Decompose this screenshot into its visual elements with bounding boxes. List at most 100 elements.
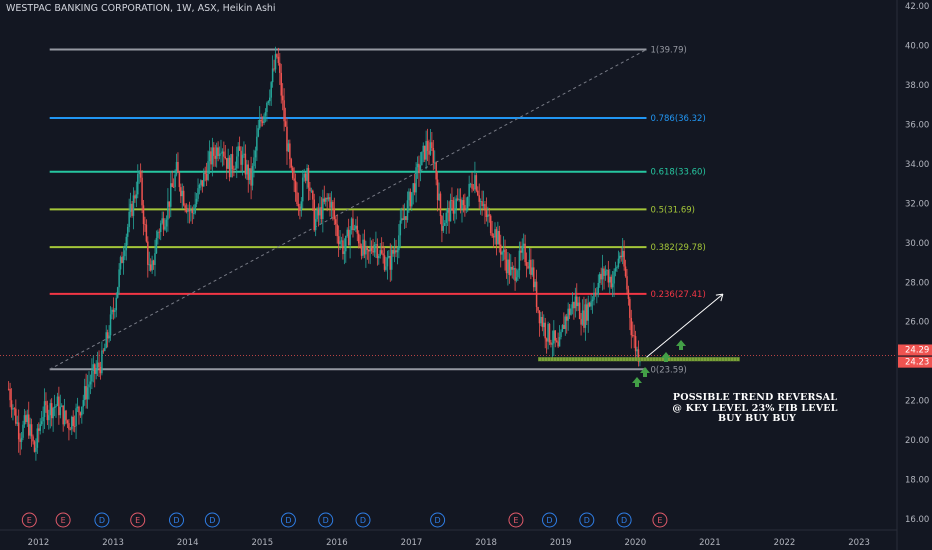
candle-body [591,299,594,302]
event-label: D [360,516,366,525]
candle-body [557,341,559,347]
candle-body [105,332,107,348]
candle-body [583,310,585,328]
candle-body [355,225,357,229]
candle-body [177,161,179,173]
candle-body [629,298,631,318]
candle-body [448,207,450,222]
candle-body [270,82,272,98]
year-tick-label: 2020 [624,538,646,548]
candle-body [253,157,255,167]
candle-body [155,237,158,254]
price-tick-label: 16.00 [905,515,929,525]
event-label: D [584,516,590,525]
candle-body [568,308,571,315]
candle-body [623,250,625,267]
candle-body [528,259,531,269]
candle-body [300,201,303,211]
chart-title: WESTPAC BANKING CORPORATION, 1W, ASX, He… [6,3,276,14]
candle-body [481,201,483,206]
candle-body [98,362,100,367]
candle-body [180,187,182,197]
candle-body [111,309,113,315]
candle-body [162,218,165,230]
candle-body [149,264,152,271]
candle-body [538,310,541,324]
candle-body [271,68,274,83]
candle-body [171,183,173,187]
candle-body [343,251,346,254]
trend-arrow-line [646,293,724,358]
candle-body [228,157,231,178]
candle-body [159,223,162,233]
candle-body [379,250,381,256]
candle-body [274,54,277,70]
candle-body [82,400,85,407]
candle-body [342,240,344,254]
candle-body [69,429,72,431]
candle-body [517,270,519,278]
event-label: E [513,516,518,525]
candle-body [81,406,83,416]
candle-body [322,198,324,220]
candle-body [360,246,363,256]
candle-body [243,153,245,155]
candle-body [88,384,90,388]
candle-body [138,171,140,175]
candle-body [60,405,63,407]
candle-body [124,250,126,257]
candle-body [58,396,60,416]
dividend-marker-icon [169,512,185,528]
candle-body [221,151,224,154]
candle-body [33,441,36,452]
candle-body [400,218,403,221]
dividend-marker-icon [355,512,371,528]
event-label: D [173,516,179,525]
candle-body [482,204,485,206]
candle-body [499,244,502,255]
candle-body [614,268,617,272]
candle-body [479,201,482,202]
earnings-marker-icon [508,512,524,528]
candle-body [444,222,446,226]
candle-body [101,350,103,374]
candle-body [567,308,569,321]
dividend-marker-icon [542,512,558,528]
candle-body [46,405,49,421]
candle-body [396,250,399,253]
event-label: E [135,516,140,525]
candle-body [497,230,499,245]
candle-body [411,192,413,207]
candle-body [224,156,227,159]
candle-body [276,54,278,57]
candle-body [92,364,95,371]
buy-arrow-icon [632,377,642,387]
candle-body [560,331,562,337]
candle-body [540,317,542,324]
candle-body [392,249,394,254]
candle-body [267,101,270,103]
candle-body [251,166,254,186]
candle-body [423,145,426,160]
candle-body [174,174,176,187]
candle-body [118,269,120,288]
earnings-marker-icon [652,512,668,528]
candle-body [36,428,39,448]
candle-body [495,229,498,245]
candle-body [280,72,282,96]
candle-body [55,405,57,407]
price-tick-label: 28.00 [905,278,929,288]
candle-body [43,401,46,418]
candle-body [240,150,242,165]
candle-body [469,183,472,185]
candle-body [563,324,565,329]
fib-level-label: 0.786(36.32) [650,114,705,124]
fibonacci-retracement: 1(39.79) 0.786(36.32) 0.618(33.60) 0.5(31.6… [0,46,897,375]
candle-body [106,332,109,339]
candle-body [93,364,96,374]
candle-body [126,227,129,237]
candle-body [570,308,572,315]
price-tag [898,344,932,356]
year-tick-label: 2017 [401,538,423,548]
